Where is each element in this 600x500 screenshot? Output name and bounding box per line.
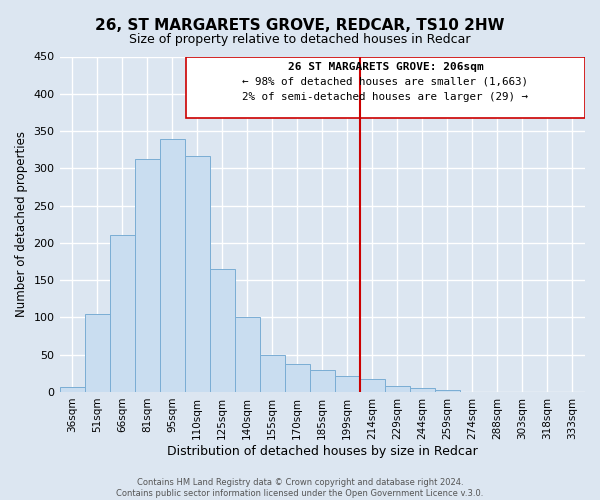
Text: 26 ST MARGARETS GROVE: 206sqm: 26 ST MARGARETS GROVE: 206sqm: [287, 62, 484, 72]
Y-axis label: Number of detached properties: Number of detached properties: [15, 131, 28, 317]
Bar: [160, 138, 185, 392]
Text: Contains HM Land Registry data © Crown copyright and database right 2024.
Contai: Contains HM Land Registry data © Crown c…: [116, 478, 484, 498]
Bar: [110, 236, 134, 392]
Text: 2% of semi-detached houses are larger (29) →: 2% of semi-detached houses are larger (2…: [242, 92, 529, 102]
Bar: [410, 388, 435, 392]
X-axis label: Distribution of detached houses by size in Redcar: Distribution of detached houses by size …: [167, 444, 478, 458]
Bar: [235, 318, 260, 392]
Bar: [260, 354, 285, 392]
Bar: [335, 376, 360, 392]
Bar: [185, 156, 209, 392]
Text: 26, ST MARGARETS GROVE, REDCAR, TS10 2HW: 26, ST MARGARETS GROVE, REDCAR, TS10 2HW: [95, 18, 505, 32]
FancyBboxPatch shape: [186, 56, 585, 118]
Bar: [360, 380, 385, 392]
Bar: [435, 390, 460, 392]
Bar: [134, 158, 160, 392]
Bar: [209, 269, 235, 392]
Text: Size of property relative to detached houses in Redcar: Size of property relative to detached ho…: [129, 32, 471, 46]
Bar: [310, 370, 335, 392]
Bar: [59, 386, 85, 392]
Text: ← 98% of detached houses are smaller (1,663): ← 98% of detached houses are smaller (1,…: [242, 77, 529, 87]
Bar: [285, 364, 310, 392]
Bar: [85, 314, 110, 392]
Bar: [385, 386, 410, 392]
